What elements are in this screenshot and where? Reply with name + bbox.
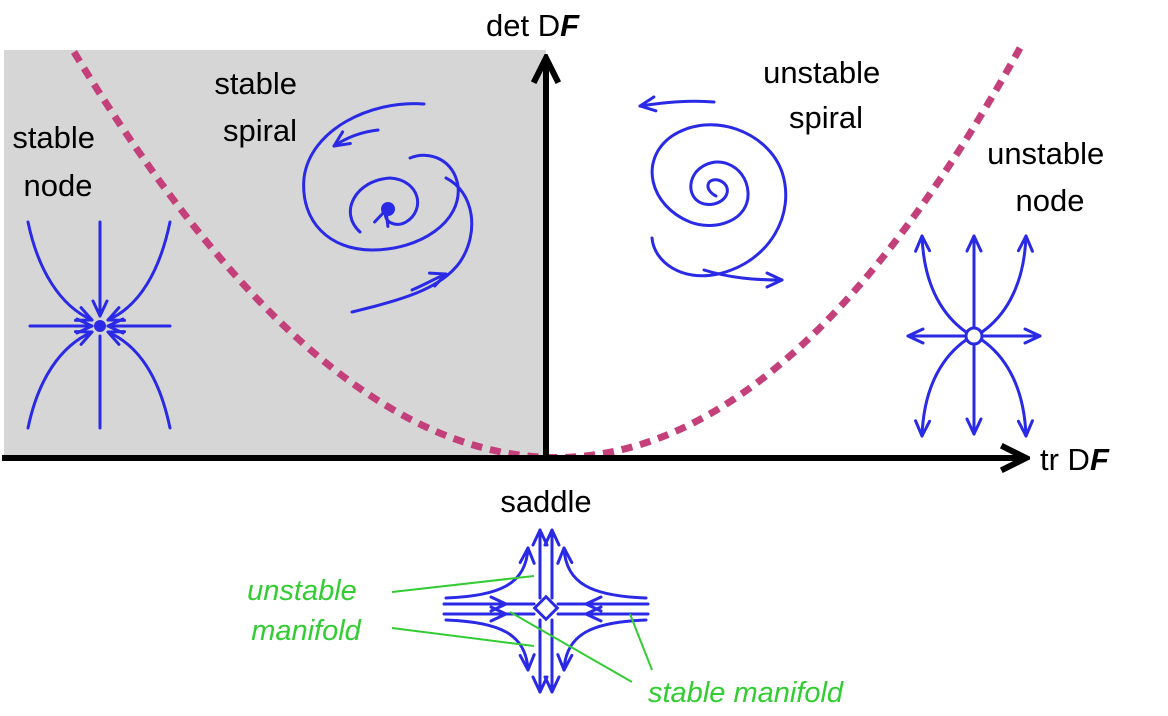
saddle-portrait xyxy=(442,528,650,694)
stable-manifold-label: stable manifold xyxy=(648,677,844,709)
stable-node-portrait xyxy=(26,220,172,430)
unstable-node-label: unstable node xyxy=(987,136,1113,218)
saddle-label: saddle xyxy=(500,484,591,519)
y-axis-label: det DF xyxy=(486,8,580,43)
stable-node-label: stable node xyxy=(12,120,103,203)
boundary-parabola xyxy=(71,46,1024,461)
unstable-spiral-portrait xyxy=(638,95,788,289)
x-axis-label: tr DF xyxy=(1040,442,1110,477)
stable-region-shading xyxy=(4,50,546,458)
unstable-manifold-label: unstable manifold xyxy=(247,575,365,647)
stable-spiral-portrait xyxy=(302,102,474,314)
stable-spiral-label: stable spiral xyxy=(214,66,305,148)
manifold-callouts xyxy=(391,575,653,683)
unstable-spiral-label: unstable spiral xyxy=(763,55,889,135)
unstable-node-portrait xyxy=(906,234,1042,438)
